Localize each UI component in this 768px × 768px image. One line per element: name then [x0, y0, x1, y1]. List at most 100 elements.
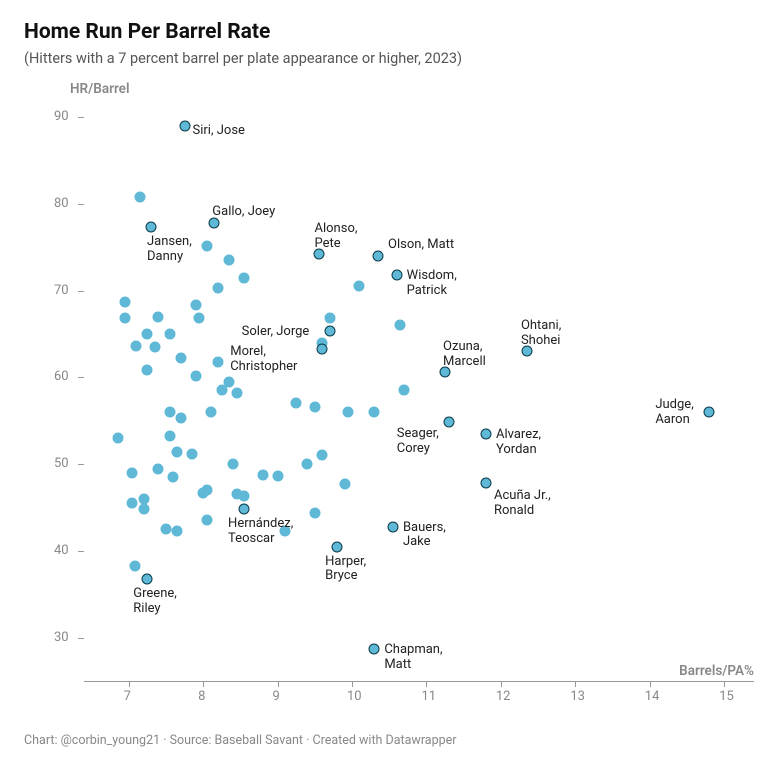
data-point [138, 493, 149, 504]
data-point-labeled [317, 343, 328, 354]
data-point-labeled [481, 478, 492, 489]
x-tick: 9 [273, 689, 280, 704]
x-tick: 13 [570, 689, 585, 704]
data-point [194, 313, 205, 324]
data-point [172, 525, 183, 536]
data-point [231, 387, 242, 398]
point-label: Ohtani,Shohei [521, 319, 561, 349]
data-point [213, 356, 224, 367]
data-point-labeled [142, 574, 153, 585]
data-point [142, 328, 153, 339]
data-point-labeled [179, 120, 190, 131]
point-label: Greene,Riley [133, 587, 177, 617]
data-point-labeled [369, 643, 380, 654]
data-point [127, 498, 138, 509]
data-point [354, 281, 365, 292]
x-tick: 11 [421, 689, 436, 704]
point-label: Alonso,Pete [315, 222, 358, 252]
data-point [160, 524, 171, 535]
point-label: Bauers,Jake [403, 521, 446, 551]
data-point [339, 479, 350, 490]
data-point [153, 311, 164, 322]
point-label: Morel,Christopher [230, 345, 297, 375]
data-point [119, 296, 130, 307]
point-label: Soler, Jorge [242, 325, 310, 340]
data-point [127, 467, 138, 478]
data-point [112, 433, 123, 444]
data-point [153, 464, 164, 475]
chart-credit: Chart: @corbin_young21 · Source: Basebal… [24, 733, 457, 748]
point-label: Acuña Jr.,Ronald [494, 489, 551, 519]
data-point [369, 407, 380, 418]
data-point [302, 459, 313, 470]
data-point [324, 313, 335, 324]
y-tick: 40 [54, 543, 76, 558]
point-label: Judge,Aaron [655, 398, 693, 428]
point-label: Ozuna,Marcell [443, 340, 486, 370]
point-label: Wisdom,Patrick [407, 269, 457, 299]
data-point [190, 300, 201, 311]
data-point [239, 491, 250, 502]
data-point [198, 487, 209, 498]
point-label: Jansen,Danny [147, 235, 192, 265]
point-label: Alvarez,Yordan [496, 428, 541, 458]
x-tick: 7 [124, 689, 131, 704]
data-point [213, 282, 224, 293]
data-point [164, 328, 175, 339]
x-tick: 10 [347, 689, 362, 704]
data-point [395, 320, 406, 331]
data-point [175, 353, 186, 364]
scatter-chart: Siri, Jose Jansen,Danny Gallo, Joey Alonso,… [24, 81, 764, 721]
data-point [309, 507, 320, 518]
data-point [291, 398, 302, 409]
data-point [129, 560, 140, 571]
point-label: Hernández,Teoscar [228, 517, 293, 547]
data-point [149, 341, 160, 352]
data-point [168, 472, 179, 483]
y-tick: 70 [54, 283, 76, 298]
y-tick: 80 [54, 196, 76, 211]
x-tick: 14 [645, 689, 660, 704]
data-point [343, 407, 354, 418]
x-axis-label: Barrels/PA% [679, 663, 754, 679]
data-point [175, 413, 186, 424]
x-tick: 8 [198, 689, 205, 704]
point-label: Chapman,Matt [384, 643, 442, 673]
data-point [201, 241, 212, 252]
data-point-labeled [332, 541, 343, 552]
chart-subtitle: (Hitters with a 7 percent barrel per pla… [24, 50, 744, 67]
point-label: Seager,Corey [397, 427, 439, 457]
point-label: Siri, Jose [193, 124, 245, 139]
data-point [131, 341, 142, 352]
data-point [190, 371, 201, 382]
data-point-labeled [239, 504, 250, 515]
y-tick: 90 [54, 109, 76, 124]
data-point [317, 450, 328, 461]
data-point-labeled [324, 326, 335, 337]
data-point [224, 255, 235, 266]
data-point [216, 385, 227, 396]
data-point [239, 272, 250, 283]
y-axis-label: HR/Barrel [70, 81, 129, 97]
data-point-labeled [391, 269, 402, 280]
data-point-labeled [373, 250, 384, 261]
data-point [119, 313, 130, 324]
y-tick: 50 [54, 456, 76, 471]
data-point-labeled [146, 222, 157, 233]
data-point-labeled [443, 417, 454, 428]
x-tick: 12 [496, 689, 511, 704]
data-point [138, 504, 149, 515]
data-point-labeled [481, 428, 492, 439]
data-point-labeled [704, 407, 715, 418]
data-point [172, 446, 183, 457]
point-label: Gallo, Joey [212, 205, 275, 220]
point-label: Olson, Matt [388, 238, 454, 253]
y-tick: 60 [54, 369, 76, 384]
data-point [272, 471, 283, 482]
data-point [257, 469, 268, 480]
y-tick: 30 [54, 630, 76, 645]
data-point [201, 515, 212, 526]
data-point [399, 385, 410, 396]
data-point [227, 459, 238, 470]
data-point [186, 448, 197, 459]
